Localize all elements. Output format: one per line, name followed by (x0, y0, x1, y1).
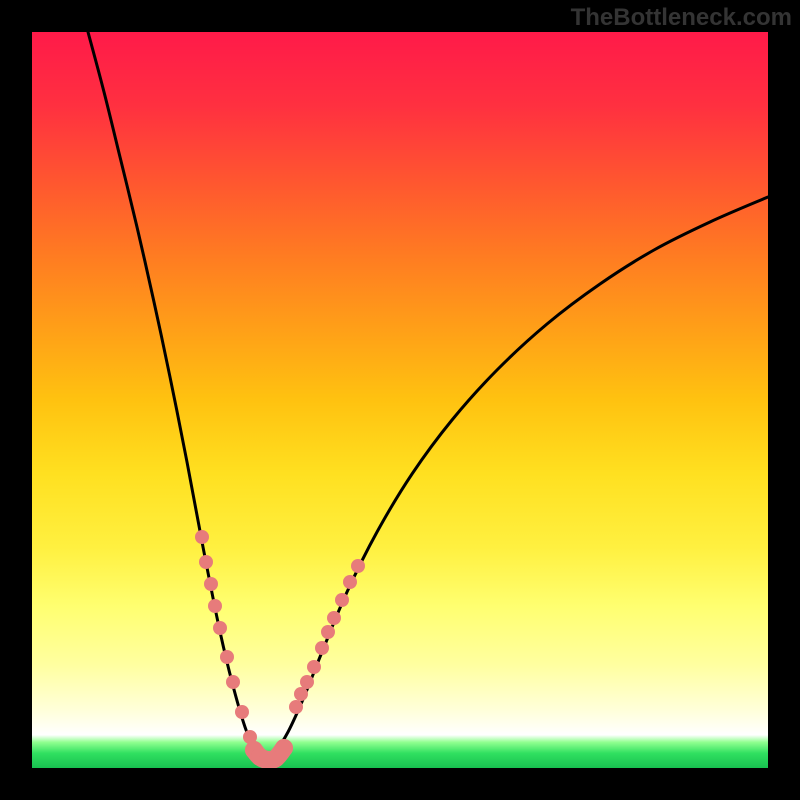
marker-left-6 (226, 675, 240, 689)
marker-left-2 (204, 577, 218, 591)
watermark-text: TheBottleneck.com (571, 4, 792, 32)
marker-left-0 (195, 530, 209, 544)
marker-left-4 (213, 621, 227, 635)
marker-left-7 (235, 705, 249, 719)
marker-right-1 (294, 687, 308, 701)
marker-left-1 (199, 555, 213, 569)
marker-left-5 (220, 650, 234, 664)
marker-right-6 (327, 611, 341, 625)
chart-svg (32, 32, 768, 768)
marker-right-2 (300, 675, 314, 689)
plot-area (32, 32, 768, 768)
marker-right-8 (343, 575, 357, 589)
marker-right-7 (335, 593, 349, 607)
marker-right-3 (307, 660, 321, 674)
marker-right-4 (315, 641, 329, 655)
chart-canvas: TheBottleneck.com (0, 0, 800, 800)
bottleneck-curve (88, 32, 768, 760)
marker-left-3 (208, 599, 222, 613)
marker-right-9 (351, 559, 365, 573)
marker-right-0 (289, 700, 303, 714)
marker-bottom-4 (275, 739, 293, 757)
marker-right-5 (321, 625, 335, 639)
